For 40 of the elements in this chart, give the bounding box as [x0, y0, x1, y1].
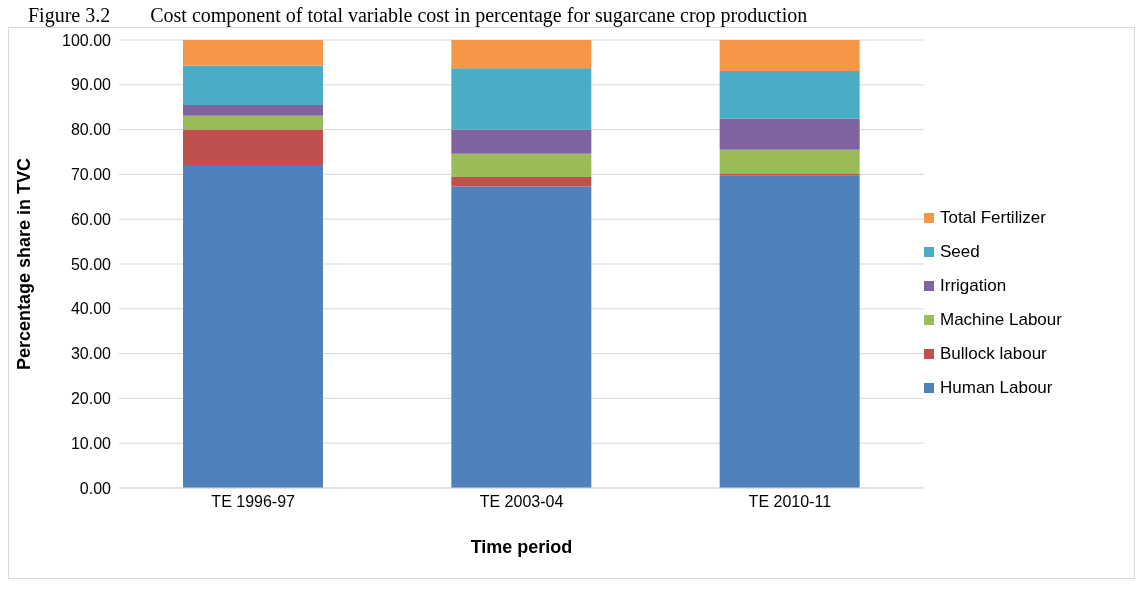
bar [451, 129, 592, 154]
bar [183, 115, 323, 130]
chart-title: Figure 3.2 Cost component of total variable cost in percentage for sugarcane crop production [28, 4, 809, 27]
legend-label: Seed [940, 242, 980, 262]
y-tick-label: 20.00 [70, 390, 112, 408]
x-tick-label: TE 2003-04 [479, 493, 564, 511]
bar [451, 186, 592, 488]
legend-label: Bullock labour [940, 344, 1047, 364]
bar [183, 164, 323, 488]
bar [183, 65, 323, 105]
legend-label: Irrigation [940, 276, 1007, 296]
bar [451, 68, 592, 130]
y-tick-label: 60.00 [70, 210, 112, 228]
bar [719, 118, 860, 150]
y-tick-label: 30.00 [70, 345, 112, 363]
y-axis-title: Percentage share in TVC [14, 157, 35, 371]
bar [451, 153, 592, 178]
bar [719, 149, 860, 174]
bar [719, 175, 860, 488]
bar [183, 40, 323, 66]
y-tick-label: 0.00 [79, 479, 112, 497]
bar [451, 177, 592, 187]
bar [719, 40, 860, 71]
x-tick-label: TE 1996-97 [211, 493, 296, 511]
y-tick-label: 50.00 [70, 255, 112, 273]
x-tick-label: TE 2010-11 [748, 493, 832, 511]
bar [183, 129, 323, 165]
legend-label: Total Fertilizer [940, 208, 1046, 228]
y-tick-label: 10.00 [70, 434, 112, 452]
legend-label: Human Labour [940, 378, 1053, 398]
y-tick-label: 100.00 [62, 31, 112, 49]
y-tick-label: 70.00 [70, 166, 112, 184]
bar [719, 70, 860, 119]
y-tick-label: 90.00 [70, 76, 112, 94]
bar [451, 40, 592, 69]
y-tick-label: 40.00 [70, 300, 112, 318]
bar [183, 104, 323, 116]
y-tick-label: 80.00 [70, 121, 112, 139]
legend-label: Machine Labour [940, 310, 1062, 330]
x-axis-title: Time period [470, 537, 573, 557]
